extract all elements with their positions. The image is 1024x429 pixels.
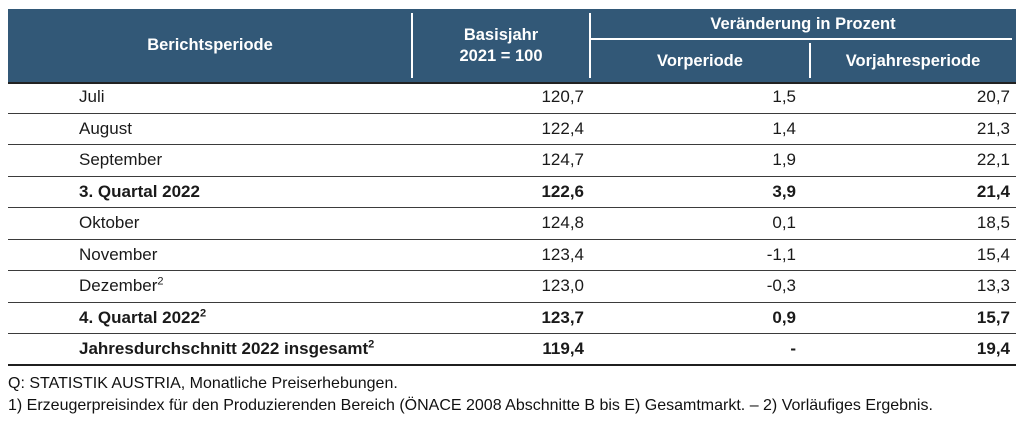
cell-vorjahresperiode: 20,7 bbox=[976, 87, 1010, 107]
header-basisjahr-line1: Basisjahr bbox=[463, 25, 539, 44]
cell-vorjahresperiode: 13,3 bbox=[976, 276, 1010, 296]
cell-basisjahr: 123,4 bbox=[541, 244, 584, 264]
cell-basisjahr: 120,7 bbox=[541, 87, 584, 107]
footnote-marker: 2 bbox=[368, 338, 375, 351]
cell-basisjahr: 119,4 bbox=[542, 338, 584, 358]
table-row: Jahresdurchschnitt 2022 insgesamt2 119,4 -… bbox=[8, 334, 1016, 366]
cell-basisjahr: 122,4 bbox=[541, 118, 584, 138]
cell-vorperiode: 0,9 bbox=[772, 307, 796, 327]
producer-price-index-table: Berichtsperiode Basisjahr 2021 = 100 Ver… bbox=[8, 9, 1016, 366]
cell-basisjahr: 124,7 bbox=[541, 150, 584, 170]
table-header: Berichtsperiode Basisjahr 2021 = 100 Ver… bbox=[8, 9, 1016, 84]
table-row: August 122,4 1,4 21,3 bbox=[8, 114, 1016, 145]
footnote-source: Q: STATISTIK AUSTRIA, Monatliche Preiser… bbox=[8, 375, 398, 392]
cell-vorjahresperiode: 15,4 bbox=[976, 244, 1010, 264]
cell-berichtsperiode: Oktober bbox=[79, 213, 140, 233]
cell-vorperiode: 0,1 bbox=[772, 213, 796, 233]
header-vorperiode: Vorperiode bbox=[657, 51, 743, 70]
header-divider-col2-group bbox=[589, 13, 591, 78]
cell-vorjahresperiode: 22,1 bbox=[976, 150, 1010, 170]
table-row: 3. Quartal 2022 122,6 3,9 21,4 bbox=[8, 177, 1016, 208]
footnotes: Q: STATISTIK AUSTRIA, Monatliche Preiser… bbox=[8, 373, 1016, 416]
header-divider-vorperiode-vorjahresperiode bbox=[809, 43, 811, 78]
cell-berichtsperiode: Dezember2 bbox=[79, 275, 164, 296]
table-row: 4. Quartal 20222 123,7 0,9 15,7 bbox=[8, 303, 1016, 334]
cell-basisjahr: 124,8 bbox=[541, 213, 584, 233]
cell-berichtsperiode: November bbox=[79, 244, 158, 264]
cell-berichtsperiode: Jahresdurchschnitt 2022 insgesamt2 bbox=[79, 338, 375, 358]
footnote-notes: 1) Erzeugerpreisindex für den Produziere… bbox=[8, 396, 933, 414]
cell-vorjahresperiode: 19,4 bbox=[976, 338, 1010, 358]
cell-vorperiode: -1,1 bbox=[766, 244, 796, 264]
cell-vorjahresperiode: 21,4 bbox=[976, 181, 1010, 201]
header-basisjahr-line2: 2021 = 100 bbox=[459, 46, 543, 65]
header-berichtsperiode: Berichtsperiode bbox=[147, 36, 273, 54]
table-row: Dezember2 123,0 -0,3 13,3 bbox=[8, 271, 1016, 303]
header-divider-col1-col2 bbox=[411, 13, 413, 78]
footnote-marker: 2 bbox=[157, 275, 164, 288]
table-row: September 124,7 1,9 22,1 bbox=[8, 145, 1016, 177]
cell-berichtsperiode: September bbox=[79, 150, 163, 170]
cell-basisjahr: 123,0 bbox=[541, 276, 584, 296]
cell-vorjahresperiode: 18,5 bbox=[976, 213, 1010, 233]
table-row: Oktober 124,8 0,1 18,5 bbox=[8, 208, 1016, 240]
cell-berichtsperiode: 3. Quartal 2022 bbox=[79, 181, 200, 201]
cell-basisjahr: 122,6 bbox=[541, 181, 584, 201]
cell-vorjahresperiode: 15,7 bbox=[976, 307, 1010, 327]
table-body: Juli 120,7 1,5 20,7 August 122,4 1,4 21,3 Septem… bbox=[8, 82, 1016, 366]
cell-vorperiode: -0,3 bbox=[766, 276, 796, 296]
cell-vorperiode: 1,9 bbox=[772, 150, 796, 170]
header-vorjahresperiode: Vorjahresperiode bbox=[845, 51, 981, 70]
cell-vorperiode: 1,4 bbox=[772, 118, 796, 138]
header-bottom-border bbox=[8, 82, 1016, 84]
footnote-marker: 2 bbox=[199, 307, 207, 320]
cell-berichtsperiode: August bbox=[79, 118, 132, 138]
cell-vorjahresperiode: 21,3 bbox=[976, 118, 1010, 138]
cell-vorperiode: - bbox=[790, 338, 796, 358]
header-divider-group-horizontal bbox=[591, 38, 1012, 40]
cell-berichtsperiode: 4. Quartal 20222 bbox=[79, 307, 207, 327]
header-basisjahr: Basisjahr 2021 = 100 bbox=[412, 9, 590, 82]
cell-basisjahr: 123,7 bbox=[541, 307, 584, 327]
cell-vorperiode: 1,5 bbox=[772, 87, 796, 107]
cell-berichtsperiode: Juli bbox=[79, 87, 105, 107]
header-veraenderung-group: Veränderung in Prozent bbox=[710, 14, 896, 33]
table-row: Juli 120,7 1,5 20,7 bbox=[8, 82, 1016, 114]
table-row: November 123,4 -1,1 15,4 bbox=[8, 240, 1016, 271]
cell-vorperiode: 3,9 bbox=[772, 181, 796, 201]
